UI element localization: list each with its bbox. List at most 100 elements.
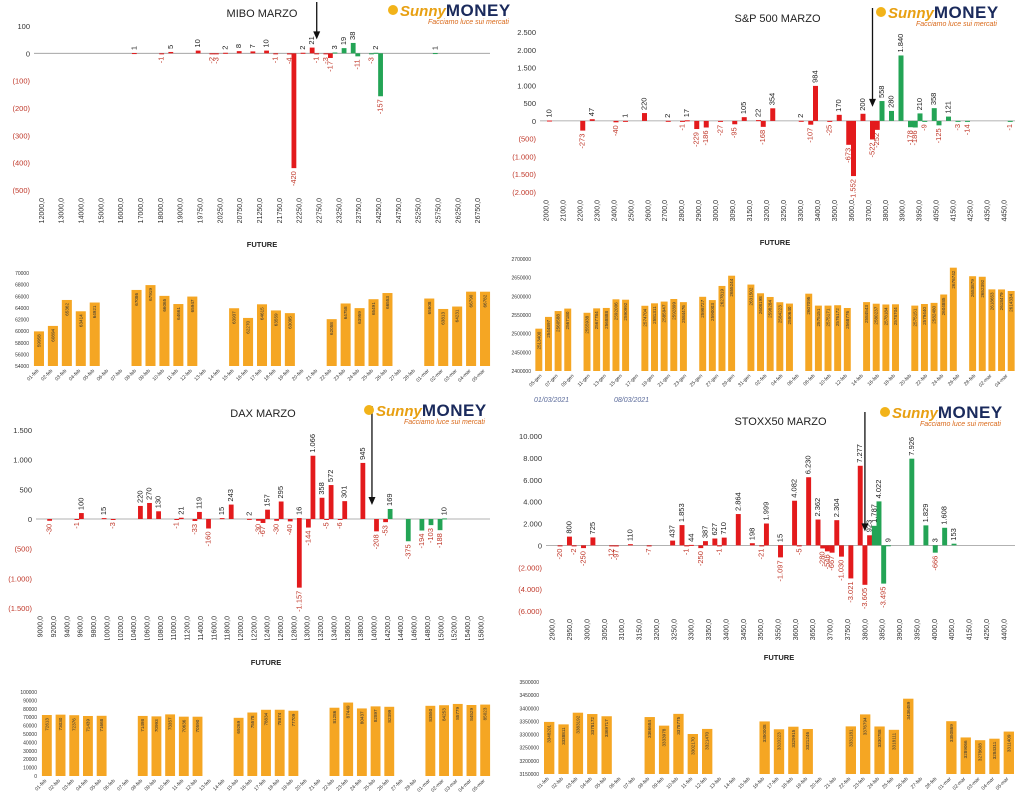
y-tick-label: 68000 <box>15 283 29 289</box>
bar-put <box>314 53 320 55</box>
data-label: -1 <box>1005 124 1014 131</box>
x-tick-label: 15000,0 <box>438 616 445 640</box>
data-label: 2655244 <box>729 278 734 296</box>
y-tick-label: 3350000 <box>520 719 540 725</box>
x-tick-label: 15000,0 <box>98 198 105 223</box>
future-bar <box>33 331 44 366</box>
bar-call <box>246 518 252 520</box>
bar-call <box>798 120 804 122</box>
x-tick-label: 02-feb <box>40 368 54 382</box>
bar-put <box>609 545 615 547</box>
data-label: 2598284 <box>768 300 773 318</box>
x-tick-label: 3250,0 <box>671 619 678 640</box>
future-bar <box>814 305 822 371</box>
x-tick-label: 02-mar <box>430 778 446 794</box>
data-label: 2604885 <box>941 297 946 315</box>
bar-put <box>405 519 411 542</box>
x-tick-label: 23250,0 <box>336 198 343 223</box>
x-tick-label: 21-feb <box>305 368 319 382</box>
bar-call <box>387 508 393 519</box>
future-bar <box>612 299 620 371</box>
x-tick-label: 28-feb <box>402 368 416 382</box>
data-label: -33 <box>190 524 199 535</box>
bar-put <box>273 53 279 55</box>
future-bar <box>229 308 240 366</box>
bar-call <box>342 501 348 519</box>
x-tick-label: 19000,0 <box>178 198 185 223</box>
atm-arrow-head <box>861 523 869 532</box>
data-label: 2631502 <box>748 287 753 305</box>
future-bar <box>708 300 716 371</box>
future-bar <box>888 729 900 774</box>
future-bar <box>544 721 555 774</box>
bar-put <box>684 545 690 547</box>
future-bar <box>329 707 340 776</box>
future-bar <box>382 293 393 366</box>
x-tick-label: 22-feb <box>322 778 336 792</box>
date-stamp-2: 08/03/2021 <box>614 397 650 404</box>
data-label: 1.840 <box>896 34 905 53</box>
data-label: 22 <box>754 109 763 117</box>
bar-call <box>792 500 798 546</box>
x-tick-label: 27-feb <box>390 778 404 792</box>
data-label: 3330788 <box>877 729 882 747</box>
x-tick-label: 14000,0 <box>372 616 379 640</box>
x-tick-label: 24-feb <box>349 778 363 792</box>
x-tick-label: 05-feb <box>82 368 96 382</box>
bar-call <box>867 535 873 546</box>
bar-put <box>717 545 722 547</box>
future-bar <box>256 304 268 366</box>
bar-call <box>219 518 225 520</box>
future-bar <box>974 740 986 774</box>
bar-put <box>839 545 844 557</box>
chart-title: FUTURE <box>760 238 790 247</box>
data-label: 5 <box>166 45 175 49</box>
x-tick-label: 26750,0 <box>475 198 482 223</box>
y-tick-label: 2500000 <box>512 332 532 338</box>
x-tick-label: 01-mar <box>937 776 953 792</box>
x-tick-label: 13-feb <box>193 368 207 382</box>
bar-put <box>74 519 80 520</box>
bar-put <box>851 120 856 177</box>
data-label: -3 <box>211 57 220 64</box>
y-tick-label: 30000 <box>23 749 37 755</box>
data-label: 2585947 <box>662 304 667 322</box>
data-label: -252 <box>872 133 881 148</box>
x-tick-label: 19-feb <box>277 368 291 382</box>
x-tick-label: 3200,0 <box>764 200 771 222</box>
x-tick-label: 3500,0 <box>832 200 839 222</box>
bar-call <box>946 116 951 121</box>
bar-put <box>214 53 219 55</box>
brand-logo-2: SunnyMONEY Facciamo luce sui mercati <box>876 4 999 28</box>
future-bar <box>651 303 658 371</box>
data-label: -1 <box>72 522 81 529</box>
data-label: -3.495 <box>879 587 888 608</box>
future-bar <box>83 715 93 776</box>
bar-put <box>862 545 868 585</box>
data-label: 2614334 <box>1009 294 1014 312</box>
data-label: 2576172 <box>835 308 840 326</box>
data-label: -5 <box>322 522 331 529</box>
data-label: 7.277 <box>855 444 864 463</box>
x-tick-label: 20250,0 <box>217 198 224 223</box>
chart-title: S&P 500 MARZO <box>735 13 821 25</box>
data-label: 1.999 <box>761 502 770 521</box>
bar-put <box>209 53 215 55</box>
x-tick-label: 18-feb <box>263 368 277 382</box>
data-label: 2592899 <box>671 302 676 320</box>
data-label: -103 <box>426 528 435 543</box>
future-bar <box>1007 290 1015 371</box>
bar-call <box>236 51 242 54</box>
data-label: 105 <box>739 102 748 115</box>
x-tick-label: 3700,0 <box>828 619 835 640</box>
bar-call <box>360 462 366 519</box>
bar-put <box>159 53 165 55</box>
data-label: -67 <box>258 526 267 537</box>
x-tick-label: 3800,0 <box>862 619 869 640</box>
y-tick-label: (100) <box>12 77 30 86</box>
y-tick-label: (400) <box>12 159 30 168</box>
data-label: 4.022 <box>874 480 883 499</box>
bar-put <box>955 120 961 122</box>
future-bar <box>61 299 72 366</box>
data-label: -178 <box>906 130 915 145</box>
